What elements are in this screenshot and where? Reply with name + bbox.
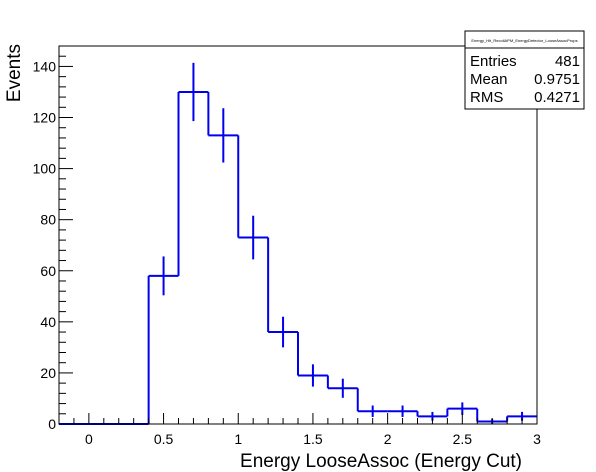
stats-label-mean: Mean	[470, 71, 508, 88]
y-tick-label-4: 80	[40, 212, 56, 228]
x-axis-title: Energy LooseAssoc (Energy Cut)	[240, 451, 522, 472]
stats-box: Energy_Hit_RecoilAPM_EnergyDetector_Loos…	[464, 30, 585, 110]
y-tick-label-6: 120	[33, 110, 57, 126]
stats-label-rms: RMS	[470, 89, 503, 106]
x-tick-label-3: 1.5	[303, 431, 323, 447]
y-tick-label-5: 100	[33, 161, 57, 177]
y-axis-title: Events	[4, 44, 25, 102]
x-tick-label-6: 3	[533, 431, 541, 447]
x-tick-label-5: 2.5	[453, 431, 473, 447]
stats-box-frame	[464, 30, 585, 110]
x-tick-label-1: 0.5	[154, 431, 174, 447]
y-tick-label-0: 0	[48, 416, 56, 432]
stats-value-entries: 481	[555, 53, 580, 70]
histogram-layer	[59, 62, 537, 425]
stats-value-mean: 0.9751	[534, 71, 580, 88]
y-tick-label-3: 60	[40, 263, 56, 279]
x-tick-label-4: 2	[384, 431, 392, 447]
stats-value-rms: 0.4271	[534, 89, 580, 106]
y-tick-label-7: 140	[33, 58, 57, 74]
x-tick-label-0: 0	[85, 431, 93, 447]
y-tick-label-1: 20	[40, 365, 56, 381]
axis-layer: 0 0.5 1 1.5 2 2.5 3 0 20 40 60 80 100 120 140	[33, 45, 541, 447]
y-tick-label-2: 40	[40, 314, 56, 330]
x-tick-label-2: 1	[234, 431, 242, 447]
stats-box-rows: Entries 481 Mean 0.9751 RMS 0.4271	[470, 53, 580, 106]
stats-label-entries: Entries	[470, 53, 517, 70]
stats-box-title: Energy_Hit_RecoilAPM_EnergyDetector_Loos…	[471, 38, 577, 43]
